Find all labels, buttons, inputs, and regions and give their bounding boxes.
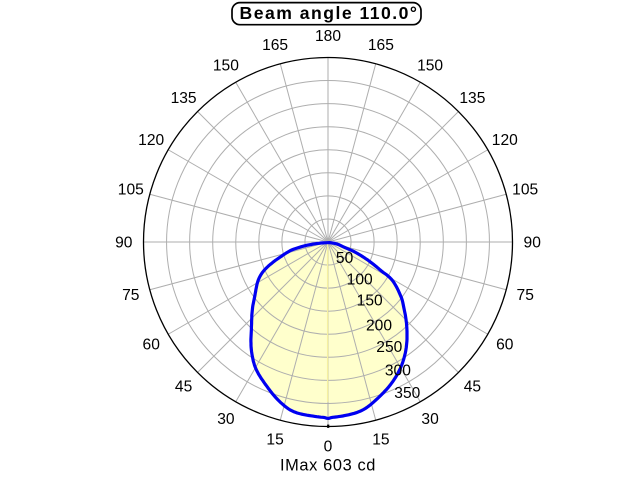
- svg-text:135: 135: [459, 90, 485, 107]
- svg-text:90: 90: [115, 234, 133, 251]
- svg-text:75: 75: [517, 287, 535, 304]
- svg-text:60: 60: [143, 336, 161, 353]
- svg-text:IMax 603 cd: IMax 603 cd: [280, 457, 376, 475]
- svg-text:30: 30: [217, 411, 235, 428]
- svg-text:0: 0: [324, 439, 333, 456]
- svg-text:30: 30: [421, 411, 439, 428]
- svg-text:15: 15: [266, 432, 284, 449]
- svg-text:150: 150: [417, 58, 443, 75]
- svg-text:135: 135: [171, 90, 197, 107]
- svg-text:120: 120: [138, 132, 164, 149]
- svg-text:105: 105: [512, 181, 538, 198]
- svg-text:350: 350: [394, 385, 420, 402]
- svg-text:45: 45: [175, 379, 193, 396]
- svg-text:165: 165: [262, 37, 288, 54]
- svg-text:180: 180: [315, 28, 341, 45]
- svg-text:45: 45: [464, 379, 482, 396]
- svg-text:75: 75: [122, 287, 140, 304]
- svg-text:300: 300: [385, 362, 411, 379]
- svg-text:150: 150: [357, 293, 383, 310]
- svg-text:90: 90: [524, 234, 542, 251]
- svg-text:120: 120: [492, 132, 518, 149]
- svg-text:100: 100: [347, 272, 373, 289]
- svg-text:60: 60: [496, 336, 514, 353]
- svg-text:200: 200: [366, 318, 392, 335]
- svg-text:50: 50: [336, 250, 354, 267]
- svg-text:250: 250: [376, 339, 402, 356]
- svg-text:165: 165: [368, 37, 394, 54]
- svg-text:Beam angle 110.0°: Beam angle 110.0°: [240, 3, 419, 23]
- svg-text:150: 150: [213, 58, 239, 75]
- svg-text:105: 105: [118, 181, 144, 198]
- svg-text:15: 15: [372, 432, 390, 449]
